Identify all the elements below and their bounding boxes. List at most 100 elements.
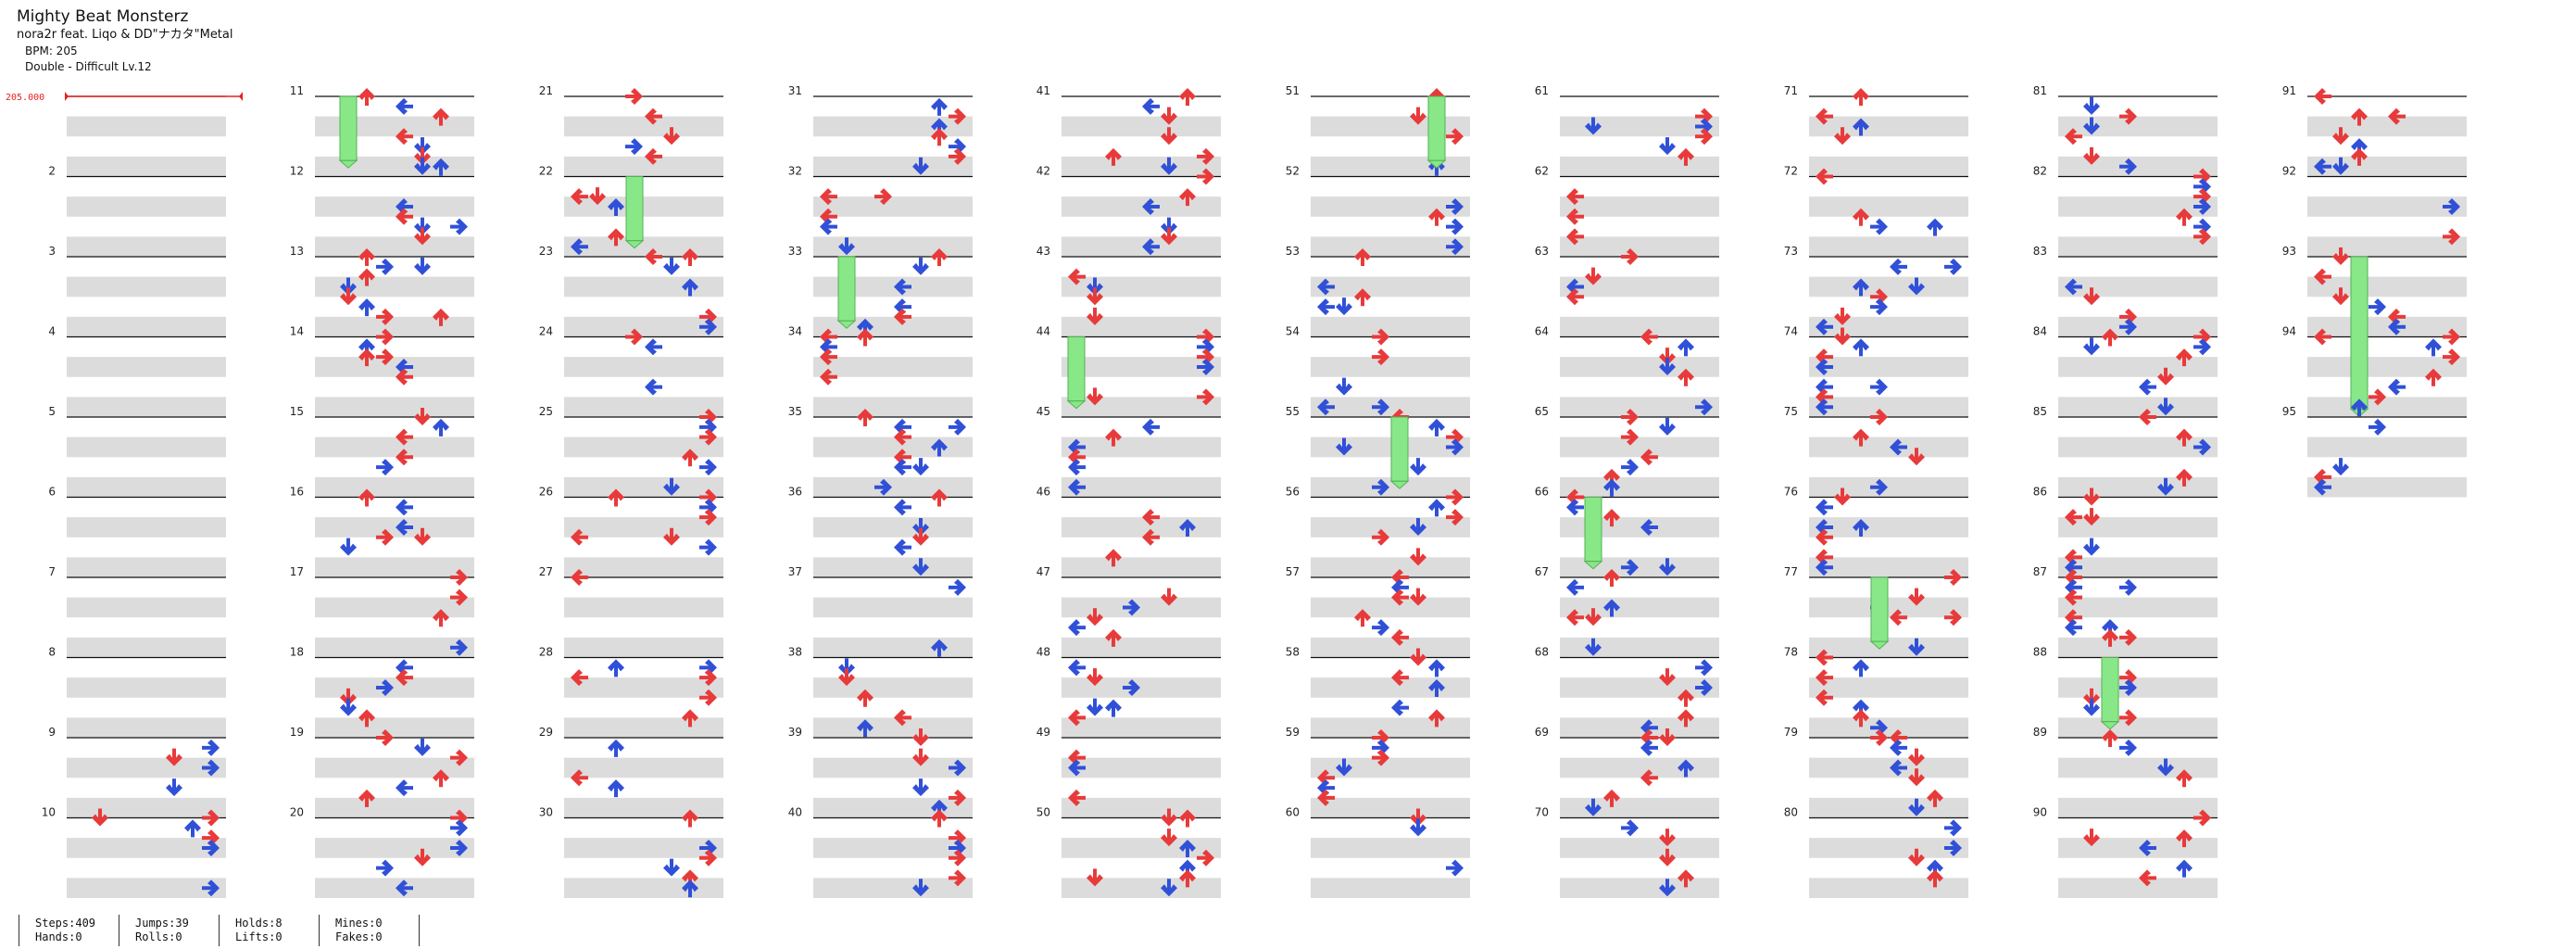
arrow-shape: [2193, 328, 2211, 346]
arrow-left-icon: [1816, 649, 1833, 666]
beat-stripe: [1062, 517, 1221, 538]
arrow-up-icon: [1428, 208, 1445, 226]
arrow-left-icon: [1068, 619, 1086, 637]
arrow-shape: [1391, 588, 1409, 606]
arrow-up-icon: [1179, 859, 1196, 878]
arrow-down-icon: [1834, 487, 1851, 506]
arrow-right-icon: [2193, 228, 2211, 246]
arrow-shape: [396, 368, 413, 386]
arrow-shape: [1659, 728, 1676, 746]
arrow-shape: [894, 709, 911, 727]
arrow-left-icon: [571, 569, 588, 586]
measure-number: 21: [539, 84, 553, 97]
arrow-down-icon: [1585, 608, 1602, 626]
arrow-right-icon: [949, 138, 966, 156]
arrow-shape: [433, 418, 449, 437]
mines-count: Mines:0: [335, 917, 383, 930]
beat-stripe: [1062, 838, 1221, 858]
arrow-shape: [1816, 388, 1833, 406]
beat-stripe: [315, 717, 474, 738]
beat-stripe: [315, 476, 474, 498]
arrow-down-icon: [663, 527, 680, 546]
beat-stripe: [564, 276, 723, 297]
arrow-up-icon: [1105, 628, 1122, 647]
beat-stripe: [2058, 397, 2218, 417]
beat-stripe: [2307, 236, 2467, 257]
measure-6: 6: [48, 486, 226, 577]
beat-stripe: [1311, 637, 1470, 658]
arrow-shape: [2176, 208, 2193, 226]
arrow-up-icon: [857, 409, 873, 426]
arrow-shape: [1695, 659, 1713, 677]
arrow-shape: [699, 418, 717, 436]
arrow-shape: [912, 527, 929, 546]
arrow-right-icon: [1870, 298, 1888, 316]
measure-number: 27: [539, 565, 553, 578]
hold-body: [1584, 497, 1602, 563]
arrow-shape: [1336, 758, 1352, 777]
arrow-shape: [1161, 127, 1177, 146]
arrow-shape: [1372, 528, 1389, 546]
arrow-shape: [2193, 178, 2211, 196]
arrow-shape: [2369, 298, 2386, 316]
arrow-shape: [414, 408, 431, 425]
arrow-right-icon: [450, 218, 468, 235]
arrow-shape: [589, 187, 606, 206]
arrow-shape: [571, 238, 588, 256]
arrow-down-icon: [1410, 818, 1426, 837]
hold-body: [2101, 657, 2119, 723]
measure-63: 63: [1535, 245, 1719, 337]
arrow-left-icon: [2388, 308, 2406, 325]
beat-stripe: [1560, 637, 1719, 658]
hold-tail: [1066, 400, 1087, 410]
arrow-shape: [1944, 609, 1962, 626]
arrow-up-icon: [1678, 689, 1694, 707]
arrow-left-icon: [1816, 549, 1833, 566]
hold-body: [339, 95, 358, 161]
arrow-right-icon: [376, 459, 394, 476]
arrow-left-icon: [820, 368, 837, 386]
arrow-shape: [1428, 418, 1445, 437]
measure-58: 58: [1286, 646, 1470, 738]
arrow-down-icon: [1834, 307, 1851, 325]
arrow-right-icon: [1197, 147, 1214, 165]
arrow-shape: [608, 739, 624, 757]
arrow-up-icon: [1428, 418, 1445, 437]
arrow-right-icon: [376, 308, 394, 325]
arrow-shape: [1179, 188, 1196, 207]
beat-stripe: [564, 397, 723, 417]
measure-number: 19: [290, 726, 304, 739]
measure-number: 71: [1784, 84, 1798, 97]
arrow-down-icon: [663, 127, 680, 146]
arrow-left-icon: [1566, 288, 1584, 306]
arrow-down-icon: [912, 527, 929, 546]
measure-86: 86: [2033, 486, 2218, 577]
beat-stripe: [1062, 397, 1221, 417]
beat-stripe: [1062, 276, 1221, 297]
arrow-up-icon: [1927, 869, 1943, 888]
arrow-shape: [699, 428, 717, 446]
measure-16: 16: [290, 486, 474, 577]
arrow-shape: [949, 147, 966, 165]
arrow-right-icon: [1944, 839, 1962, 856]
arrow-shape: [358, 268, 375, 286]
arrow-up-icon: [358, 709, 375, 728]
arrow-right-icon: [699, 428, 717, 446]
arrow-down-icon: [414, 227, 431, 246]
arrow-down-icon: [912, 879, 929, 897]
arrow-shape: [2065, 619, 2082, 637]
arrow-left-icon: [1566, 188, 1584, 206]
arrow-up-icon: [2102, 628, 2118, 647]
arrow-shape: [699, 839, 717, 856]
arrow-down-icon: [1834, 127, 1851, 146]
arrow-shape: [1870, 719, 1888, 737]
arrow-left-icon: [1317, 769, 1335, 787]
arrow-right-icon: [1870, 719, 1888, 737]
arrow-left-icon: [645, 378, 662, 396]
arrow-shape: [202, 809, 220, 827]
arrow-down-icon: [1087, 668, 1103, 687]
measure-70: 70: [1535, 806, 1719, 898]
measure-number: 74: [1784, 325, 1798, 338]
beat-stripe: [1560, 476, 1719, 498]
hold-tail: [1583, 561, 1603, 570]
